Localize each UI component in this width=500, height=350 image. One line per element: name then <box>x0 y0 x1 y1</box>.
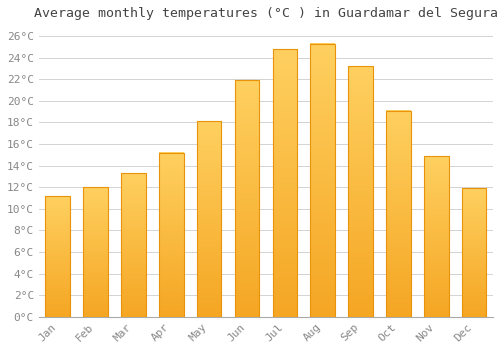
Title: Average monthly temperatures (°C ) in Guardamar del Segura: Average monthly temperatures (°C ) in Gu… <box>34 7 498 20</box>
Bar <box>424 156 448 317</box>
Bar <box>272 49 297 317</box>
Bar <box>46 196 70 317</box>
Bar <box>197 121 222 317</box>
Bar <box>121 173 146 317</box>
Bar <box>348 66 373 317</box>
Bar <box>386 111 410 317</box>
Bar <box>462 188 486 317</box>
Bar <box>159 153 184 317</box>
Bar <box>310 44 335 317</box>
Bar <box>234 80 260 317</box>
Bar <box>84 187 108 317</box>
